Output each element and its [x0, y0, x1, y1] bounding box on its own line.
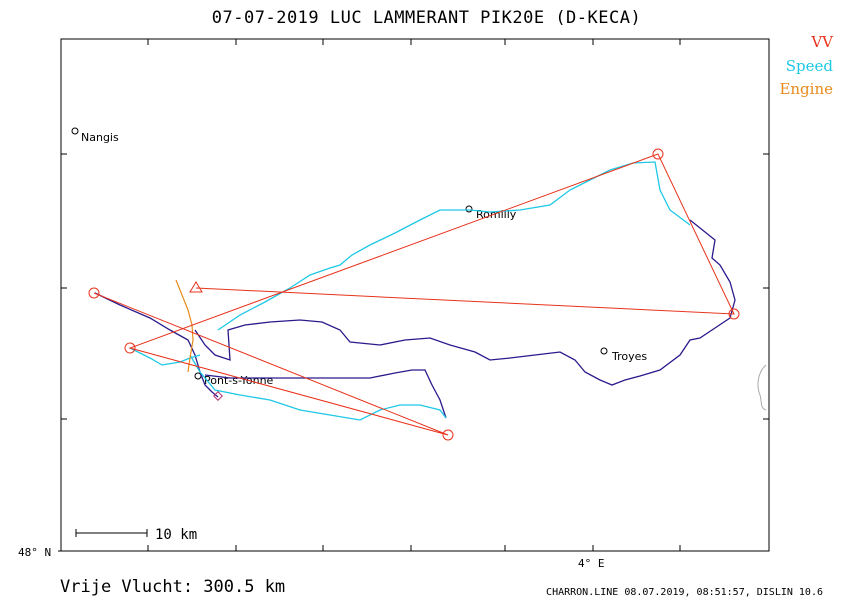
vv-turnpoints	[88, 148, 740, 441]
lat-label: 48° N	[18, 546, 51, 559]
finish-marker	[213, 391, 223, 401]
legend-speed: Speed	[785, 57, 833, 75]
credits-label: CHARRON.LINE 08.07.2019, 08:51:57, DISLI…	[546, 587, 823, 598]
town-troyes: Troyes	[600, 347, 647, 363]
town-nangis: Nangis	[71, 127, 119, 144]
scale-bar-label: 10 km	[155, 527, 197, 543]
legend-vv: VV	[811, 33, 833, 51]
legend-engine: Engine	[779, 80, 833, 98]
svg-text:Nangis: Nangis	[81, 131, 119, 144]
distance-label: Vrije Vlucht: 300.5 km	[60, 577, 286, 597]
vv-route	[93, 153, 735, 436]
border-line	[757, 364, 767, 411]
map-title: 07-07-2019 LUC LAMMERANT PIK20E (D-KECA)	[211, 8, 642, 28]
svg-text:Troyes: Troyes	[611, 350, 647, 363]
map-frame	[60, 38, 770, 552]
lon-label: 4° E	[578, 557, 605, 570]
speed-track	[129, 161, 691, 421]
left-ticks	[61, 39, 769, 551]
scale-bar	[75, 529, 148, 537]
